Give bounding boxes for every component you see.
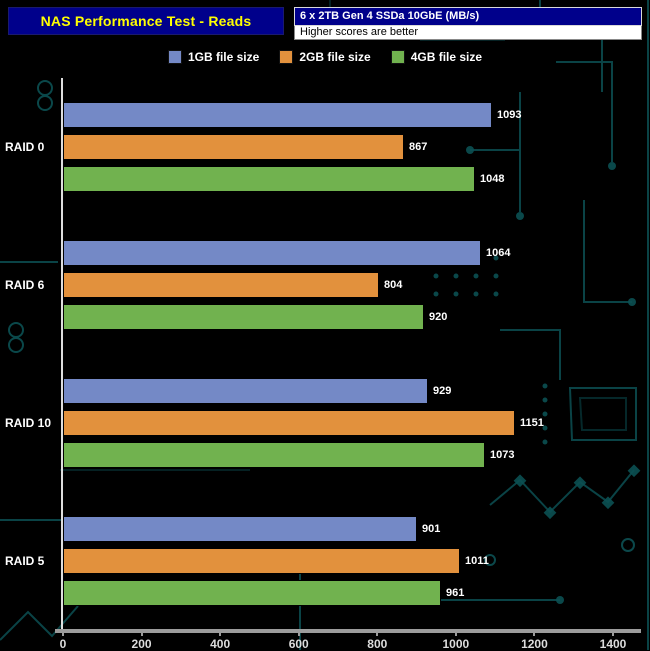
chart-title: NAS Performance Test - Reads xyxy=(8,7,284,35)
bar xyxy=(63,272,379,298)
bar-row: 1064 xyxy=(63,240,613,266)
bar-row: 961 xyxy=(63,580,613,606)
bar-row: 804 xyxy=(63,272,613,298)
category-label: RAID 0 xyxy=(5,140,45,154)
tick-label: 1200 xyxy=(521,637,548,651)
legend-label: 2GB file size xyxy=(299,50,371,64)
value-label: 929 xyxy=(433,385,452,397)
bar-row: 1151 xyxy=(63,410,613,436)
value-label: 804 xyxy=(384,279,403,291)
legend-swatch xyxy=(279,50,294,64)
chart-subtitle-box: 6 x 2TB Gen 4 SSDa 10GbE (MB/s) Higher s… xyxy=(294,7,642,40)
legend-label: 4GB file size xyxy=(410,50,483,64)
bar xyxy=(63,442,485,468)
tick-mark xyxy=(454,632,457,636)
category-label: RAID 10 xyxy=(5,416,52,430)
tick-label: 1400 xyxy=(599,637,627,651)
bar-row: 1073 xyxy=(63,442,613,468)
y-axis-line xyxy=(61,78,63,631)
tick-label: 600 xyxy=(288,637,309,651)
bar xyxy=(63,304,424,330)
value-label: 1093 xyxy=(497,109,522,121)
value-label: 1151 xyxy=(520,417,544,429)
bar-group-raid-5: RAID 5 901 1011 961 xyxy=(5,492,613,630)
value-label: 1048 xyxy=(480,173,505,185)
bar xyxy=(63,240,481,266)
legend-item: 4GB file size xyxy=(390,50,483,64)
bar-row: 1093 xyxy=(63,102,613,128)
bar-group-raid-0: RAID 0 1093 867 1048 xyxy=(5,78,613,216)
bar-row: 901 xyxy=(63,516,613,542)
tick-label: 200 xyxy=(131,637,152,651)
legend-label: 1GB file size xyxy=(187,50,260,64)
tick-mark xyxy=(62,632,64,636)
bar xyxy=(63,166,475,192)
value-label: 1073 xyxy=(490,449,515,461)
bar-group-raid-10: RAID 10 929 1151 1073 xyxy=(5,354,613,492)
bar xyxy=(63,410,515,436)
bar-group-raid-6: RAID 6 1064 804 920 xyxy=(5,216,613,354)
bar-row: 1011 xyxy=(63,548,613,574)
legend-item: 2GB file size xyxy=(279,50,371,64)
tick-label: 800 xyxy=(367,637,388,651)
bar-row: 1048 xyxy=(63,166,613,192)
x-axis-line xyxy=(55,629,641,633)
tick-label: 0 xyxy=(59,637,67,651)
bar-row: 867 xyxy=(63,134,613,160)
tick-mark xyxy=(297,632,300,636)
value-label: 1011 xyxy=(465,555,489,567)
bar-row: 920 xyxy=(63,304,613,330)
bar xyxy=(63,548,460,574)
value-label: 961 xyxy=(446,587,465,599)
plot-area: RAID 0 1093 867 1048 RAID 6 1064 804 920 RAID 10… xyxy=(5,78,613,630)
tick-mark xyxy=(376,632,379,636)
value-label: 920 xyxy=(429,311,448,323)
tick-label: 1000 xyxy=(442,637,470,651)
category-label: RAID 5 xyxy=(5,554,45,568)
legend-swatch xyxy=(167,50,182,64)
legend: 1GB file size 2GB file size 4GB file size xyxy=(0,50,650,64)
value-label: 1064 xyxy=(486,247,511,259)
bar xyxy=(63,134,404,160)
category-label: RAID 6 xyxy=(5,278,45,292)
test-config-label: 6 x 2TB Gen 4 SSDa 10GbE (MB/s) xyxy=(294,7,642,26)
bar xyxy=(63,516,417,542)
bar-row: 929 xyxy=(63,378,613,404)
tick-label: 400 xyxy=(210,637,231,651)
tick-mark xyxy=(612,632,614,636)
higher-scores-note: Higher scores are better xyxy=(294,26,642,40)
tick-mark xyxy=(219,632,222,636)
bar xyxy=(63,378,428,404)
legend-item: 1GB file size xyxy=(167,50,260,64)
legend-swatch xyxy=(390,50,405,64)
value-label: 901 xyxy=(422,523,441,535)
tick-mark xyxy=(140,632,143,636)
bar xyxy=(63,580,441,606)
bar xyxy=(63,102,492,128)
tick-mark xyxy=(533,632,536,636)
x-axis-ticks: 0 200 400 600 800 1000 1200 1400 xyxy=(59,632,626,651)
value-label: 867 xyxy=(409,141,428,153)
